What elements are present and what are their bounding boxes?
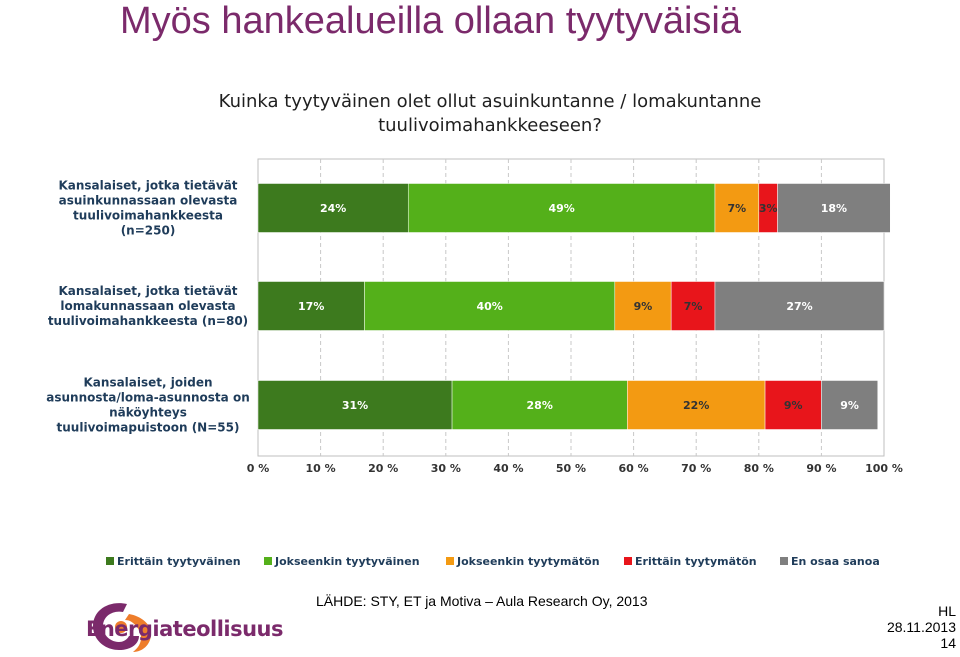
bar-segment xyxy=(714,281,885,331)
data-label: 49% xyxy=(548,202,574,215)
data-label: 40% xyxy=(476,300,502,313)
category-label: (n=250) xyxy=(121,224,176,238)
slide-date: 28.11.2013 xyxy=(886,619,956,635)
footer-info: HL 28.11.2013 14 xyxy=(887,603,956,651)
category-label: asunnosta/loma-asunnosta on xyxy=(46,391,249,405)
category-label: Kansalaiset, joiden xyxy=(84,376,213,390)
data-label: 24% xyxy=(320,202,346,215)
category-label: tuulivoimahankkeesta xyxy=(73,209,223,223)
x-tick-label: 90 % xyxy=(806,462,836,475)
data-label: 28% xyxy=(527,399,553,412)
data-label: 27% xyxy=(786,300,812,313)
bar-segment xyxy=(257,281,365,331)
data-label: 3% xyxy=(759,202,778,215)
bar-segment xyxy=(627,380,766,430)
data-label: 17% xyxy=(298,300,324,313)
x-tick-label: 0 % xyxy=(247,462,270,475)
legend-label: En osaa sanoa xyxy=(791,555,880,568)
data-label: 9% xyxy=(784,399,803,412)
category-label: asuinkunnassaan olevasta xyxy=(59,194,238,208)
category-label: näköyhteys xyxy=(109,406,187,420)
legend-label: Erittäin tyytymätön xyxy=(635,555,757,568)
bar-segment xyxy=(764,380,822,430)
x-tick-label: 60 % xyxy=(619,462,649,475)
x-tick-label: 50 % xyxy=(556,462,586,475)
x-tick-label: 40 % xyxy=(493,462,523,475)
data-label: 9% xyxy=(634,300,653,313)
category-label: Kansalaiset, jotka tietävät xyxy=(58,179,237,193)
legend-swatch xyxy=(446,557,454,565)
bar-segment xyxy=(670,281,716,331)
category-label: lomakunnassaan olevasta xyxy=(60,299,235,313)
data-label: 7% xyxy=(684,300,703,313)
legend-label: Erittäin tyytyväinen xyxy=(117,555,241,568)
x-tick-label: 20 % xyxy=(368,462,398,475)
bar-segment xyxy=(257,380,453,430)
category-label: tuulivoimahankkeesta (n=80) xyxy=(48,314,248,328)
page-number: 14 xyxy=(940,635,956,651)
data-label: 31% xyxy=(342,399,368,412)
x-tick-label: 30 % xyxy=(431,462,461,475)
x-tick-label: 10 % xyxy=(306,462,336,475)
x-tick-label: 100 % xyxy=(865,462,903,475)
x-tick-label: 80 % xyxy=(744,462,774,475)
author-initials: HL xyxy=(938,603,956,619)
energiateollisuus-logo-icon xyxy=(93,603,151,652)
data-label: 22% xyxy=(683,399,709,412)
legend-swatch xyxy=(624,557,632,565)
chart-title: Kuinka tyytyväinen olet ollut asuinkunta… xyxy=(218,91,762,136)
legend-swatch xyxy=(106,557,114,565)
bar-segment xyxy=(614,281,672,331)
bar-segment xyxy=(777,183,891,233)
x-tick-label: 70 % xyxy=(681,462,711,475)
bar-segment xyxy=(821,380,878,430)
data-label: 7% xyxy=(728,202,747,215)
legend-label: Jokseenkin tyytymätön xyxy=(456,555,600,568)
slide-title: Myös hankealueilla ollaan tyytyväisiä xyxy=(120,0,741,42)
category-label: tuulivoimapuistoon (N=55) xyxy=(57,421,240,435)
bar-segment xyxy=(451,380,628,430)
logo-text: Energiateollisuus xyxy=(86,617,284,641)
bar-segment xyxy=(257,183,409,233)
data-label: 9% xyxy=(840,399,859,412)
stacked-bar-chart: 0 % 10 % 20 % 30 % 40 % 50 % 60 % 70 % 80 % 90 % 1… xyxy=(46,158,903,568)
legend-label: Jokseenkin tyytyväinen xyxy=(274,555,420,568)
data-label: 18% xyxy=(821,202,847,215)
source-note: LÄHDE: STY, ET ja Motiva – Aula Research… xyxy=(316,593,648,609)
legend-swatch xyxy=(264,557,272,565)
category-label: Kansalaiset, jotka tietävät xyxy=(58,284,237,298)
legend-swatch xyxy=(780,557,788,565)
